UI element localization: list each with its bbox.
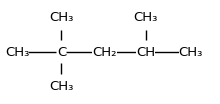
Text: CH₃: CH₃ bbox=[179, 46, 203, 58]
Text: CH: CH bbox=[136, 46, 155, 58]
Text: C: C bbox=[57, 46, 66, 58]
Text: CH₂: CH₂ bbox=[92, 46, 117, 58]
Text: CH₃: CH₃ bbox=[5, 46, 29, 58]
Text: CH₃: CH₃ bbox=[49, 11, 74, 24]
Text: CH₃: CH₃ bbox=[49, 80, 74, 93]
Text: CH₃: CH₃ bbox=[133, 11, 158, 24]
